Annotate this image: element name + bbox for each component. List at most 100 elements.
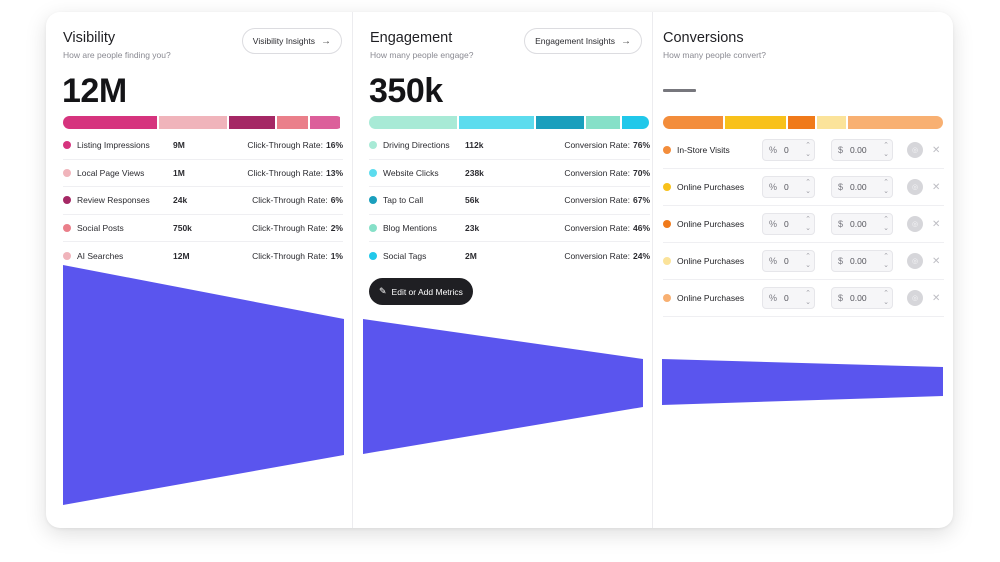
metric-value: 56k	[465, 195, 480, 206]
dollar-value: 0.00	[850, 182, 867, 192]
dollar-input[interactable]: $0.00 ⌃ ⌄	[831, 176, 893, 198]
metric-row: Tap to Call 56k Conversion Rate: 67%	[369, 187, 650, 215]
close-icon[interactable]: ✕	[932, 292, 941, 304]
dollar-stepper[interactable]: ⌃ ⌄	[883, 178, 889, 196]
close-icon[interactable]: ✕	[932, 255, 941, 267]
chevron-up-icon[interactable]: ⌃	[805, 142, 811, 149]
percent-icon: %	[769, 256, 778, 266]
option-toggle-icon[interactable]: ◎	[907, 216, 923, 232]
chevron-down-icon[interactable]: ⌄	[883, 299, 889, 306]
percent-input[interactable]: % 0 ⌃ ⌄	[762, 176, 815, 198]
segment-3	[228, 116, 276, 129]
chevron-up-icon[interactable]: ⌃	[883, 142, 889, 149]
chevron-up-icon[interactable]: ⌃	[805, 216, 811, 223]
dollar-input[interactable]: $0.00 ⌃ ⌄	[831, 250, 893, 272]
conversion-label: Online Purchases	[677, 293, 745, 303]
legend-dot	[369, 141, 377, 150]
engagement-title: Engagement	[370, 30, 453, 46]
dollar-input[interactable]: $0.00 ⌃ ⌄	[831, 287, 893, 309]
percent-input[interactable]: % 0 ⌃ ⌄	[762, 139, 815, 161]
metric-label: Review Responses	[77, 195, 150, 206]
segment-2	[158, 116, 227, 129]
chevron-up-icon[interactable]: ⌃	[805, 290, 811, 297]
option-toggle-icon[interactable]: ◎	[907, 142, 923, 158]
engagement-total: 350k	[369, 72, 443, 110]
metric-row: Blog Mentions 23k Conversion Rate: 46%	[369, 215, 650, 242]
chevron-up-icon[interactable]: ⌃	[805, 179, 811, 186]
dollar-icon: $	[838, 293, 844, 303]
metric-rate: Conversion Rate: 67%	[564, 195, 650, 205]
percent-value: 0	[784, 145, 789, 155]
metric-value: 1M	[173, 167, 185, 178]
segment-4	[817, 116, 846, 129]
option-toggle-icon[interactable]: ◎	[907, 179, 923, 195]
funnel-visibility-shape	[63, 265, 344, 505]
percent-icon: %	[769, 219, 778, 229]
percent-stepper[interactable]: ⌃ ⌄	[805, 289, 811, 307]
metric-label: Listing Impressions	[77, 140, 150, 151]
chevron-down-icon[interactable]: ⌄	[883, 151, 889, 158]
option-toggle-icon[interactable]: ◎	[907, 253, 923, 269]
conversion-label: Online Purchases	[677, 256, 745, 266]
conversion-row: Online Purchases% 0 ⌃ ⌄ $0.00 ⌃ ⌄ ◎ ✕	[663, 206, 944, 243]
legend-dot	[63, 168, 71, 177]
conversion-row: Online Purchases% 0 ⌃ ⌄ $0.00 ⌃ ⌄ ◎ ✕	[663, 243, 944, 280]
percent-stepper[interactable]: ⌃ ⌄	[805, 215, 811, 233]
percent-input[interactable]: % 0 ⌃ ⌄	[762, 250, 815, 272]
chevron-down-icon[interactable]: ⌄	[805, 151, 811, 158]
chevron-down-icon[interactable]: ⌄	[883, 225, 889, 232]
chevron-up-icon[interactable]: ⌃	[883, 216, 889, 223]
legend-dot	[63, 196, 71, 205]
chevron-down-icon[interactable]: ⌄	[805, 299, 811, 306]
metric-label: Social Posts	[77, 222, 124, 233]
percent-stepper[interactable]: ⌃ ⌄	[805, 141, 811, 159]
legend-dot	[369, 168, 377, 177]
metric-label: Blog Mentions	[383, 222, 437, 233]
conversions-total-placeholder	[663, 89, 696, 92]
option-toggle-icon[interactable]: ◎	[907, 290, 923, 306]
chevron-down-icon[interactable]: ⌄	[805, 262, 811, 269]
close-icon[interactable]: ✕	[932, 144, 941, 156]
funnel-conversions-shape	[662, 359, 943, 405]
metric-value: 2M	[465, 250, 477, 261]
percent-value: 0	[784, 182, 789, 192]
chevron-down-icon[interactable]: ⌄	[805, 225, 811, 232]
percent-input[interactable]: % 0 ⌃ ⌄	[762, 287, 815, 309]
metric-value: 238k	[465, 167, 484, 178]
visibility-insights-button[interactable]: Visibility Insights →	[241, 28, 342, 54]
chevron-up-icon[interactable]: ⌃	[883, 253, 889, 260]
engagement-insights-button[interactable]: Engagement Insights →	[524, 28, 642, 54]
conversion-label: In-Store Visits	[677, 145, 730, 155]
close-icon[interactable]: ✕	[932, 218, 941, 230]
metric-rate: Conversion Rate: 70%	[564, 168, 650, 178]
metric-rate: Click-Through Rate: 6%	[252, 195, 343, 205]
arrow-right-icon: →	[321, 35, 331, 47]
edit-metrics-button[interactable]: ✎ Edit or Add Metrics	[369, 278, 473, 305]
dollar-input[interactable]: $0.00 ⌃ ⌄	[831, 139, 893, 161]
dollar-stepper[interactable]: ⌃ ⌄	[883, 289, 889, 307]
percent-stepper[interactable]: ⌃ ⌄	[805, 252, 811, 270]
conversion-label: Online Purchases	[677, 182, 745, 192]
chevron-up-icon[interactable]: ⌃	[883, 179, 889, 186]
rate-label: Click-Through Rate:	[252, 250, 328, 261]
percent-icon: %	[769, 293, 778, 303]
dollar-icon: $	[838, 256, 844, 266]
chevron-down-icon[interactable]: ⌄	[805, 188, 811, 195]
chevron-up-icon[interactable]: ⌃	[805, 253, 811, 260]
close-icon[interactable]: ✕	[932, 181, 941, 193]
pencil-icon: ✎	[379, 286, 387, 296]
percent-input[interactable]: % 0 ⌃ ⌄	[762, 213, 815, 235]
chevron-up-icon[interactable]: ⌃	[883, 290, 889, 297]
rate-value: 6%	[330, 195, 343, 206]
dollar-stepper[interactable]: ⌃ ⌄	[883, 141, 889, 159]
dollar-stepper[interactable]: ⌃ ⌄	[883, 252, 889, 270]
percent-stepper[interactable]: ⌃ ⌄	[805, 178, 811, 196]
legend-dot	[369, 251, 377, 260]
dollar-stepper[interactable]: ⌃ ⌄	[883, 215, 889, 233]
segment-1	[63, 116, 157, 129]
chevron-down-icon[interactable]: ⌄	[883, 262, 889, 269]
chevron-down-icon[interactable]: ⌄	[883, 188, 889, 195]
dollar-input[interactable]: $0.00 ⌃ ⌄	[831, 213, 893, 235]
conversion-row: In-Store Visits% 0 ⌃ ⌄ $0.00 ⌃ ⌄ ◎ ✕	[663, 132, 944, 169]
metric-label: Website Clicks	[383, 167, 439, 178]
